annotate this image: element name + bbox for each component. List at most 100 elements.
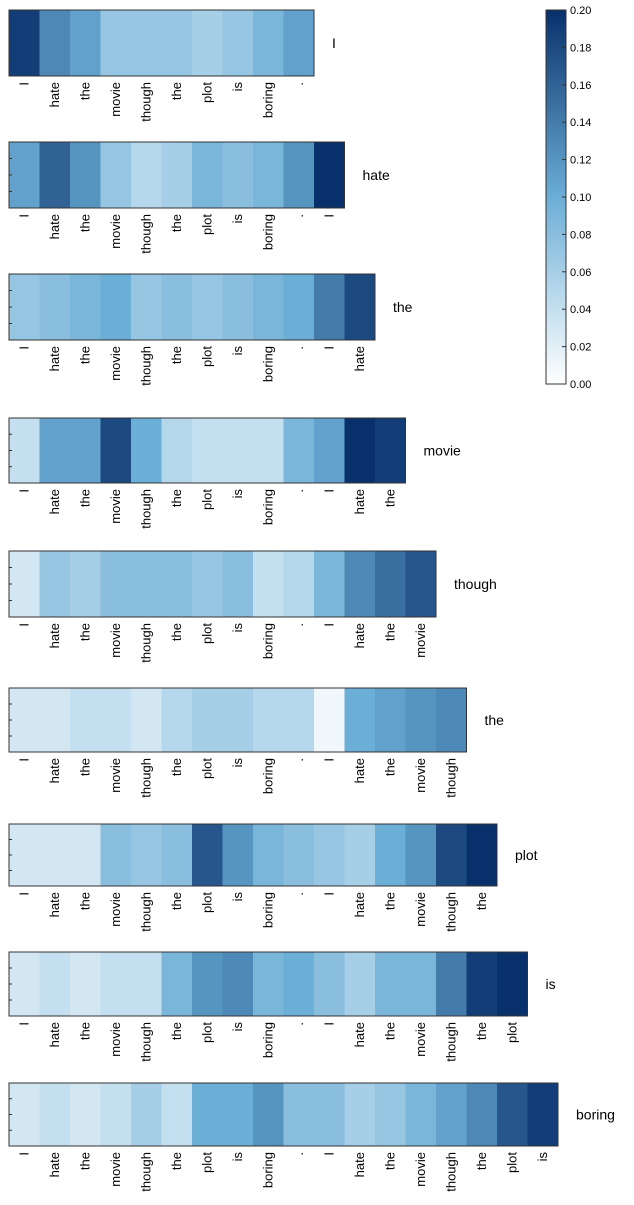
heatmap-cell xyxy=(161,824,193,886)
token-tick-label: the xyxy=(169,214,184,232)
target-word-label: the xyxy=(393,299,413,315)
heatmap-cell xyxy=(253,418,284,483)
token-tick-label: the xyxy=(169,623,184,641)
heatmap-cell xyxy=(131,824,162,886)
token-tick-label: though xyxy=(138,346,153,386)
token-tick-label: hate xyxy=(47,82,62,107)
token-tick-label: boring xyxy=(260,82,275,118)
token-tick-label: the xyxy=(169,758,184,776)
heatmap-cell xyxy=(100,418,132,483)
token-tick-label: . xyxy=(291,489,306,493)
heatmap-cell xyxy=(253,10,284,76)
heatmap-cell xyxy=(70,1083,101,1146)
token-tick-label: the xyxy=(382,1152,397,1170)
token-tick-label: is xyxy=(230,346,245,356)
token-tick-label: I xyxy=(321,758,336,762)
token-tick-label: is xyxy=(230,214,245,224)
token-tick-label: . xyxy=(291,1022,306,1026)
heatmap-cell xyxy=(9,10,40,76)
token-tick-label: plot xyxy=(199,892,214,913)
heatmap-cell xyxy=(222,688,254,752)
token-tick-label: though xyxy=(138,214,153,254)
token-tick-label: . xyxy=(291,346,306,350)
colorbar-tick-label: 0.04 xyxy=(570,304,591,316)
heatmap-cell xyxy=(466,824,498,886)
token-tick-label: is xyxy=(230,892,245,902)
heatmap-cell xyxy=(314,1083,345,1146)
heatmap-cell xyxy=(314,418,345,483)
heatmap-cell xyxy=(39,1083,71,1146)
token-tick-label: I xyxy=(16,623,31,627)
heatmap-cell xyxy=(283,824,315,886)
token-tick-label: . xyxy=(291,1152,306,1156)
token-tick-label: is xyxy=(230,1022,245,1032)
token-tick-label: hate xyxy=(352,623,367,648)
heatmap-cell xyxy=(39,274,71,340)
heatmap-cell xyxy=(314,142,345,208)
heatmap-cell xyxy=(466,1083,498,1146)
token-tick-label: boring xyxy=(260,1022,275,1058)
heatmap-cell xyxy=(405,824,437,886)
token-tick-label: though xyxy=(138,1022,153,1062)
heatmap-cell xyxy=(222,1083,254,1146)
token-tick-label: movie xyxy=(108,214,123,249)
heatmap-cell xyxy=(222,952,254,1016)
heatmap-cell xyxy=(192,274,223,340)
heatmap-cell xyxy=(70,551,101,617)
heatmap-cell xyxy=(375,824,406,886)
heatmap-cell xyxy=(100,551,132,617)
heatmap-cell xyxy=(39,952,71,1016)
token-tick-label: plot xyxy=(199,214,214,235)
token-tick-label: boring xyxy=(260,214,275,250)
heatmap-cell xyxy=(436,688,467,752)
token-tick-label: is xyxy=(535,1152,550,1162)
token-tick-label: the xyxy=(474,1022,489,1040)
heatmap-cell xyxy=(222,824,254,886)
heatmap-cell xyxy=(222,551,254,617)
heatmap-cell xyxy=(527,1083,559,1146)
token-tick-label: is xyxy=(230,758,245,768)
token-tick-label: movie xyxy=(413,623,428,658)
token-tick-label: the xyxy=(77,892,92,910)
heatmap-cell xyxy=(100,688,132,752)
token-tick-label: hate xyxy=(47,489,62,514)
heatmap-cell xyxy=(497,952,528,1016)
heatmap-cell xyxy=(253,824,284,886)
token-tick-label: though xyxy=(443,892,458,932)
heatmap-cell xyxy=(283,952,315,1016)
token-tick-label: the xyxy=(77,758,92,776)
token-tick-label: boring xyxy=(260,346,275,382)
heatmap-cell xyxy=(131,952,162,1016)
token-tick-label: the xyxy=(77,489,92,507)
heatmap-cell xyxy=(161,274,193,340)
heatmap-cell xyxy=(283,1083,315,1146)
heatmap-cell xyxy=(436,1083,467,1146)
heatmap-cell xyxy=(100,824,132,886)
token-tick-label: movie xyxy=(108,892,123,927)
heatmap-cell xyxy=(9,274,40,340)
heatmap-cell xyxy=(344,688,376,752)
token-tick-label: I xyxy=(16,82,31,86)
token-tick-label: I xyxy=(16,758,31,762)
colorbar-tick-label: 0.16 xyxy=(570,80,591,92)
token-tick-label: I xyxy=(16,1022,31,1026)
heatmap-cell xyxy=(344,551,376,617)
token-tick-label: hate xyxy=(47,214,62,239)
heatmap-cell xyxy=(192,688,223,752)
heatmap-cell xyxy=(497,1083,528,1146)
token-tick-label: movie xyxy=(413,892,428,927)
heatmap-cell xyxy=(9,688,40,752)
token-tick-label: plot xyxy=(199,623,214,644)
token-tick-label: though xyxy=(138,623,153,663)
token-tick-label: movie xyxy=(108,623,123,658)
target-word-label: I xyxy=(332,35,336,51)
token-tick-label: . xyxy=(291,82,306,86)
target-word-label: though xyxy=(454,576,497,592)
token-tick-label: I xyxy=(321,1152,336,1156)
token-tick-label: plot xyxy=(199,1022,214,1043)
heatmap-cell xyxy=(9,142,40,208)
heatmap-cell xyxy=(100,142,132,208)
token-tick-label: the xyxy=(382,623,397,641)
token-tick-label: boring xyxy=(260,1152,275,1188)
